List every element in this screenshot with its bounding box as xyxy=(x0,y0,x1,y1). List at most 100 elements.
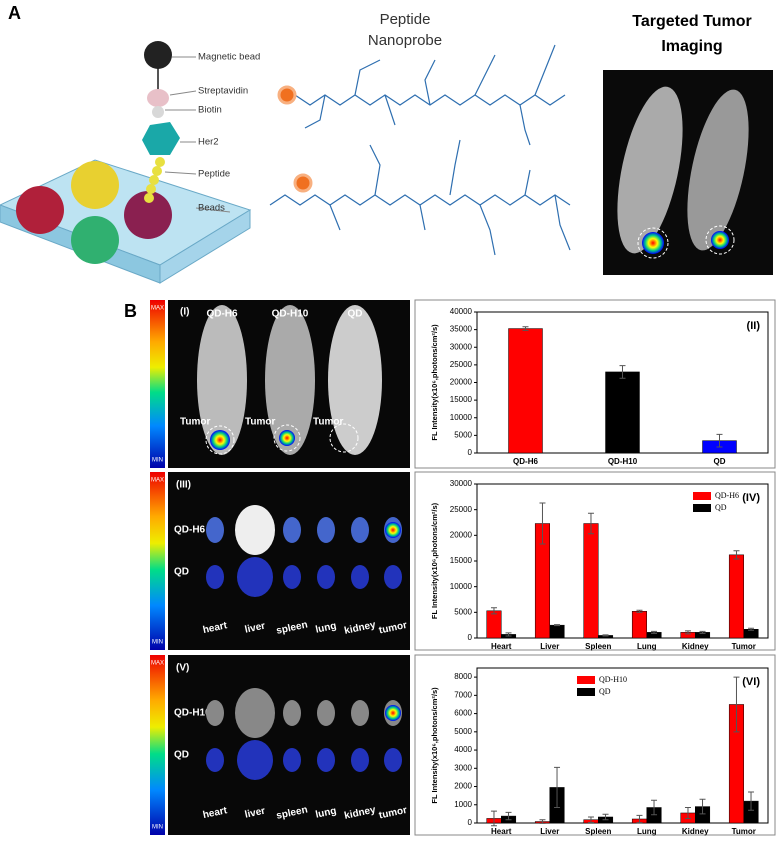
scale-min: MIN xyxy=(152,640,163,646)
organ xyxy=(384,565,402,589)
legend-swatch xyxy=(693,504,711,512)
x-tick-label: Kidney xyxy=(682,827,709,836)
scale-max: MAX xyxy=(151,306,164,312)
y-tick-label: 25000 xyxy=(450,505,473,514)
error-bar xyxy=(684,807,691,819)
error-bar xyxy=(587,816,594,823)
organ xyxy=(206,565,224,589)
organ-label: heart xyxy=(202,805,229,821)
legend-label: QD-H10 xyxy=(599,675,627,684)
organ xyxy=(237,557,273,597)
y-tick-label: 0 xyxy=(468,633,473,642)
organ xyxy=(235,505,275,555)
y-tick-label: 25000 xyxy=(450,360,473,369)
mouse-image xyxy=(168,300,410,468)
y-tick-label: 5000 xyxy=(454,430,472,439)
organ xyxy=(206,517,224,543)
y-tick-label: 20000 xyxy=(450,378,473,387)
schematic-label: Peptide xyxy=(198,169,230,180)
y-tick-label: 35000 xyxy=(450,325,473,334)
image-label: (I) xyxy=(180,307,189,318)
x-tick-label: Heart xyxy=(491,642,512,651)
error-bar xyxy=(699,798,706,815)
image-label: (V) xyxy=(176,663,189,674)
error-bar xyxy=(699,630,706,634)
organ-label: heart xyxy=(202,620,229,636)
color-scale xyxy=(150,300,165,468)
organ xyxy=(237,740,273,780)
x-tick-label: Lung xyxy=(637,827,657,836)
y-tick-label: 6000 xyxy=(454,709,472,718)
imaging-title: Targeted Tumor xyxy=(632,13,751,30)
y-tick-label: 20000 xyxy=(450,530,473,539)
x-tick-label: Spleen xyxy=(585,642,611,651)
schematic-label: Streptavidin xyxy=(198,86,248,97)
organ-image xyxy=(168,655,410,835)
y-tick-label: 10000 xyxy=(450,582,473,591)
x-tick-label: Liver xyxy=(540,642,559,651)
bar xyxy=(486,610,502,639)
error-bar xyxy=(716,433,723,448)
legend-label: QD xyxy=(599,687,611,696)
organ xyxy=(384,748,402,772)
scale-max: MAX xyxy=(151,478,164,484)
x-tick-label: QD-H10 xyxy=(608,457,638,466)
organ-label: liver xyxy=(244,621,267,636)
error-bar xyxy=(554,624,561,627)
x-tick-label: Liver xyxy=(540,827,559,836)
error-bar xyxy=(733,676,740,733)
schematic-label: Beads xyxy=(198,203,225,214)
organ xyxy=(206,748,224,772)
organ-label: lung xyxy=(315,621,338,636)
column-label: QD-H10 xyxy=(272,309,309,320)
column-label: QD xyxy=(348,309,363,320)
error-bar xyxy=(651,799,658,816)
y-tick-label: 7000 xyxy=(454,690,472,699)
organ xyxy=(317,517,335,543)
y-axis-label: FL Intensity(x10⁶,photons/cm²/s) xyxy=(430,502,439,619)
error-bar xyxy=(636,814,643,824)
y-tick-label: 5000 xyxy=(454,727,472,736)
y-tick-label: 40000 xyxy=(450,307,473,316)
x-tick-label: Lung xyxy=(637,642,657,651)
error-bar xyxy=(636,609,643,613)
x-tick-label: QD-H6 xyxy=(513,457,538,466)
y-tick-label: 3000 xyxy=(454,763,472,772)
panel-label: (II) xyxy=(747,320,761,332)
y-tick-label: 0 xyxy=(468,818,473,827)
x-tick-label: Spleen xyxy=(585,827,611,836)
organ-label: lung xyxy=(315,806,338,821)
scale-min: MIN xyxy=(152,458,163,464)
organ-label: liver xyxy=(244,806,267,821)
tumor-label: Tumor xyxy=(245,417,275,428)
y-tick-label: 4000 xyxy=(454,745,472,754)
organ xyxy=(235,688,275,738)
x-tick-label: Tumor xyxy=(732,827,756,836)
color-scale xyxy=(150,472,165,650)
organ xyxy=(317,565,335,589)
bar xyxy=(549,624,565,639)
organ xyxy=(283,700,301,726)
probe-title: Peptide xyxy=(380,11,431,28)
chart-frame xyxy=(414,299,776,469)
error-bar xyxy=(505,632,512,637)
error-bar xyxy=(539,819,546,824)
error-bar xyxy=(490,810,497,827)
organ xyxy=(351,565,369,589)
error-bar xyxy=(522,326,529,331)
y-tick-label: 5000 xyxy=(454,607,472,616)
x-tick-label: QD xyxy=(714,457,726,466)
panel-label: (IV) xyxy=(742,492,760,504)
y-tick-label: 8000 xyxy=(454,672,472,681)
y-tick-label: 30000 xyxy=(450,342,473,351)
error-bar xyxy=(602,813,609,821)
bar xyxy=(631,611,648,639)
color-scale xyxy=(150,655,165,835)
tumor-label: Tumor xyxy=(180,417,210,428)
error-bar xyxy=(490,607,497,615)
organ xyxy=(351,748,369,772)
organ xyxy=(206,700,224,726)
error-bar xyxy=(684,630,691,635)
organ xyxy=(351,700,369,726)
